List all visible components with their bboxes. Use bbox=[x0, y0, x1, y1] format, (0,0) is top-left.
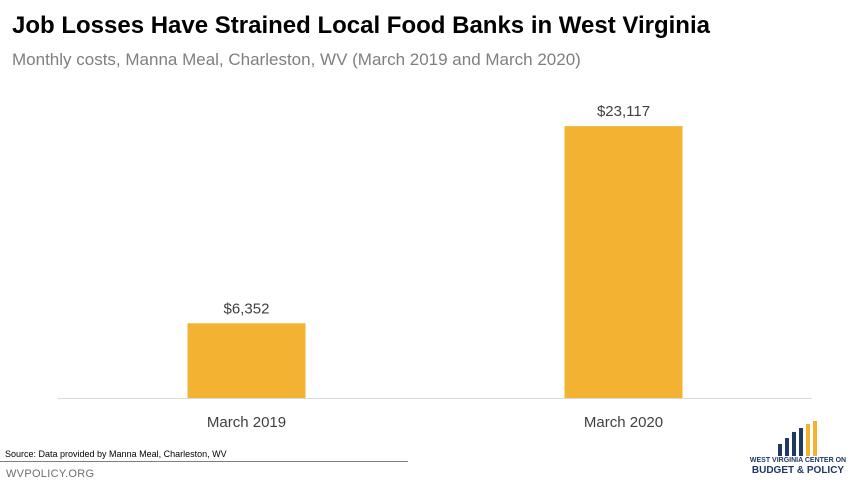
source-note: Source: Data provided by Manna Meal, Cha… bbox=[5, 449, 227, 459]
x-tick-label-1: March 2020 bbox=[584, 414, 663, 431]
logo-text-line2: BUDGET & POLICY bbox=[751, 465, 845, 476]
wvcbp-logo: WEST VIRGINIA CENTER ON BUDGET & POLICY bbox=[742, 418, 854, 484]
data-label-1: $23,117 bbox=[597, 103, 650, 120]
logo-bars-icon bbox=[778, 421, 817, 456]
chart-subtitle: Monthly costs, Manna Meal, Charleston, W… bbox=[12, 50, 581, 69]
chart-title: Job Losses Have Strained Local Food Bank… bbox=[12, 12, 710, 39]
site-url: WVPOLICY.ORG bbox=[6, 468, 95, 480]
x-tick-label-0: March 2019 bbox=[207, 414, 286, 431]
logo-text-line1: WEST VIRGINIA CENTER ON bbox=[749, 457, 847, 464]
source-divider bbox=[0, 461, 408, 462]
bar-chart: $6,352 March 2019 $23,117 March 2020 bbox=[58, 103, 812, 431]
bar-0 bbox=[187, 323, 306, 398]
bar-1 bbox=[564, 126, 683, 399]
data-label-0: $6,352 bbox=[224, 300, 270, 317]
